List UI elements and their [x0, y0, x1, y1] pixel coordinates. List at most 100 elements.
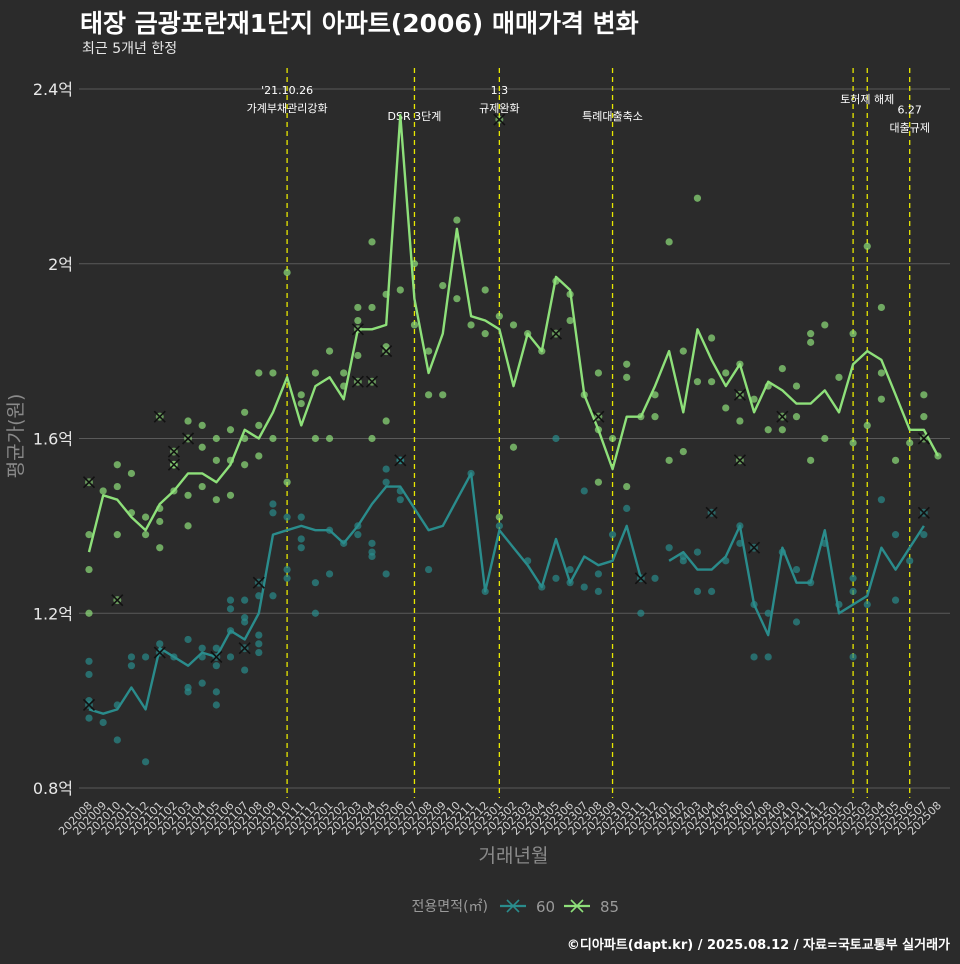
- scatter-point: [863, 600, 871, 609]
- scatter-point: [764, 609, 772, 617]
- cancel-marker-stroke: [167, 445, 180, 458]
- scatter-point: [891, 531, 900, 539]
- scatter-point: [198, 421, 206, 429]
- scatter-point: [425, 347, 433, 355]
- scatter-point: [750, 653, 758, 661]
- series-line-60: [88, 472, 925, 715]
- cancel-marker-stroke: [917, 506, 930, 519]
- cancel-marker: [592, 410, 605, 423]
- scatter-point: [651, 391, 659, 399]
- event-label: '21.10.26: [261, 84, 313, 97]
- cancel-marker: [365, 375, 379, 388]
- scatter-point: [566, 565, 574, 574]
- scatter-point: [311, 369, 319, 377]
- scatter-point: [637, 609, 645, 617]
- scatter-point: [184, 522, 192, 530]
- cancel-marker: [493, 113, 506, 126]
- scatter-point: [283, 513, 291, 521]
- scatter-point: [184, 491, 192, 499]
- scatter-point: [212, 496, 220, 504]
- scatter-point: [722, 369, 730, 377]
- y-tick-label: 1.2억: [33, 604, 73, 623]
- scatter-point: [142, 531, 150, 539]
- scatter-point: [184, 635, 192, 644]
- scatter-point: [665, 456, 673, 464]
- scatter-point: [693, 194, 702, 202]
- scatter-point: [807, 456, 815, 464]
- scatter-point: [623, 360, 631, 368]
- scatter-point: [863, 242, 871, 250]
- scatter-point: [113, 531, 121, 539]
- scatter-point: [226, 653, 235, 661]
- scatter-point: [891, 596, 900, 604]
- scatter-point: [481, 286, 489, 294]
- scatter-point: [495, 312, 503, 320]
- cancel-marker: [210, 650, 223, 664]
- scatter-point: [212, 688, 220, 696]
- scatter-point: [778, 426, 786, 434]
- cancel-marker-stroke: [252, 576, 265, 589]
- source-caption: ©디아파트(dapt.kr) / 2025.08.12 / 자료=국토교통부 실…: [566, 938, 950, 953]
- scatter-point: [425, 565, 433, 574]
- cancel-marker: [917, 506, 930, 519]
- scatter-point: [920, 531, 928, 539]
- scatter-point: [297, 513, 305, 521]
- scatter-point: [679, 347, 687, 355]
- scatter-point: [156, 517, 164, 526]
- scatter-point: [198, 644, 206, 652]
- scatter-point: [297, 535, 305, 543]
- scatter-point: [552, 434, 560, 443]
- scatter-point: [142, 513, 150, 521]
- scatter-point: [311, 579, 319, 587]
- cancel-marker-stroke: [705, 506, 718, 519]
- scatter-point: [509, 443, 518, 451]
- scatter-point: [665, 238, 673, 246]
- scatter-point: [906, 557, 914, 565]
- scatter-point: [325, 570, 334, 578]
- scatter-point: [552, 574, 560, 582]
- scatter-point: [99, 487, 107, 495]
- scatter-point: [255, 452, 263, 460]
- scatter-point: [693, 587, 702, 596]
- cancel-marker: [153, 410, 166, 423]
- scatter-point: [269, 369, 277, 377]
- scatter-point: [212, 701, 220, 709]
- scatter-point: [212, 456, 220, 464]
- cancel-marker: [167, 458, 180, 471]
- event-label: 가계부채관리강화: [247, 102, 328, 115]
- scatter-point: [156, 544, 164, 552]
- cancel-marker: [167, 445, 180, 458]
- scatter-point: [736, 417, 744, 425]
- cancel-marker-stroke: [167, 458, 180, 471]
- cancel-marker: [733, 388, 746, 401]
- scatter-point: [439, 281, 447, 290]
- event-label: 토허제 해제: [840, 92, 894, 106]
- scatter-point: [792, 413, 801, 421]
- scatter-point: [509, 321, 518, 329]
- cancel-marker: [776, 410, 789, 423]
- event-label: DSR 3단계: [388, 110, 442, 123]
- scatter-point: [113, 482, 121, 491]
- scatter-point: [920, 391, 928, 399]
- scatter-point: [679, 557, 687, 565]
- scatter-point: [283, 478, 291, 486]
- scatter-point: [368, 434, 376, 443]
- scatter-point: [255, 421, 263, 429]
- cancel-marker: [111, 594, 124, 607]
- cancel-marker-stroke: [394, 454, 407, 467]
- cancel-marker-stroke: [153, 410, 166, 423]
- cancel-marker-stroke: [351, 323, 364, 336]
- cancel-marker: [549, 327, 563, 340]
- scatter-point: [142, 758, 150, 766]
- cancel-marker-stroke: [634, 572, 647, 585]
- scatter-point: [269, 509, 277, 517]
- scatter-point: [849, 330, 857, 338]
- scatter-point: [382, 417, 390, 425]
- scatter-point: [241, 408, 249, 416]
- legend-label: 85: [600, 898, 619, 916]
- cancel-marker: [252, 576, 265, 589]
- scatter-point: [184, 688, 192, 696]
- scatter-point: [722, 404, 730, 412]
- scatter-point: [85, 670, 93, 679]
